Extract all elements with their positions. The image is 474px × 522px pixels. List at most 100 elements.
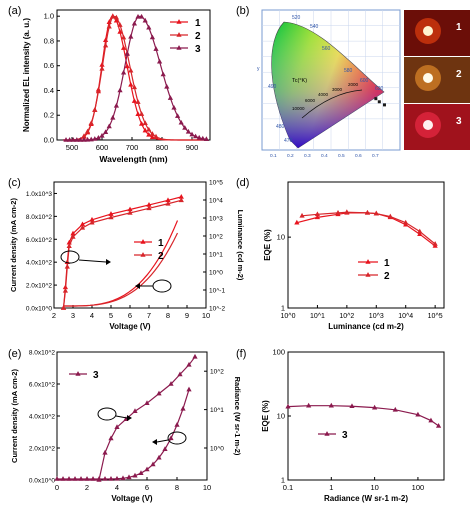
y-tick-label: 10 — [277, 412, 285, 421]
series-2-line — [301, 211, 436, 245]
series-2-point — [142, 120, 148, 126]
series-3-point — [177, 371, 183, 377]
panel-letter: (b) — [236, 5, 249, 17]
y-tick-label: 2.0x10^2 — [26, 283, 53, 290]
series-3-point — [132, 408, 138, 413]
y2-tick-label: 10^2 — [210, 369, 224, 376]
x-tick-label: 2 — [85, 483, 89, 492]
series-3-point — [106, 123, 112, 129]
annotation-ellipse — [167, 431, 187, 445]
series-3-point — [70, 137, 76, 142]
series-3-radiance-point — [138, 470, 144, 475]
x-tick-label: 10 — [370, 483, 378, 492]
series-2-jv-line — [62, 199, 182, 309]
series-3-point — [113, 102, 120, 108]
series-3-point — [174, 113, 181, 118]
series-3-point — [117, 87, 123, 93]
cie-y-label: y — [257, 66, 260, 72]
series-3-point — [110, 114, 116, 120]
series-2-point — [128, 67, 134, 73]
legend-marker — [176, 32, 182, 37]
panel-letter: (d) — [236, 177, 249, 189]
series-2-point — [89, 219, 95, 225]
wavelength-label: 540 — [310, 24, 319, 30]
series-3-point — [88, 136, 94, 142]
legend-label: 3 — [93, 370, 99, 381]
series-3-point — [435, 422, 442, 428]
series-2-point — [127, 210, 133, 215]
cie-point — [374, 97, 378, 101]
series-3-radiance-point — [54, 476, 60, 481]
series-2-point — [113, 14, 120, 20]
wavelength-label: 480 — [276, 124, 285, 130]
series-2-point — [344, 209, 350, 214]
x-tick-label: 10 — [202, 311, 210, 320]
cct-label: 6000 — [305, 98, 316, 103]
series-2-point — [314, 211, 321, 217]
x-tick-label: 6 — [128, 311, 132, 320]
x-tick-label: 8 — [175, 483, 179, 492]
x-tick-label: 9 — [185, 311, 189, 320]
series-3-radiance-point — [162, 446, 168, 451]
x-tick-label: 4 — [90, 311, 94, 320]
y2-tick-label: 10^-2 — [209, 306, 225, 313]
series-2-point — [102, 42, 109, 48]
series-3-radiance-point — [90, 476, 96, 481]
legend-marker — [140, 252, 146, 257]
x-tick-label: 7 — [147, 311, 151, 320]
series-1-point — [314, 214, 321, 220]
x-axis-label: Voltage (V) — [111, 494, 153, 503]
series-3-point — [168, 381, 174, 386]
series-2-point — [149, 131, 156, 136]
y2-tick-label: 10^5 — [209, 180, 223, 187]
series-3-radiance-point — [174, 422, 180, 427]
series-1-point — [417, 231, 423, 237]
x-tick-label: 10^2 — [339, 313, 354, 320]
series-2-point — [106, 23, 112, 29]
series-3-point — [84, 136, 91, 142]
series-2-point — [88, 120, 94, 126]
series-3-radiance-point — [72, 476, 78, 481]
series-1-point — [142, 127, 148, 133]
series-2-point — [120, 34, 127, 40]
y-tick-label: 1.0x10^3 — [26, 191, 53, 198]
cie-x-tick-label: 0.7 — [372, 153, 379, 159]
x-tick-label: 5 — [109, 311, 113, 320]
y-axis-label: Current density (mA cm-2) — [9, 198, 18, 292]
series-1-point — [124, 63, 130, 69]
y-axis-label: Current density (mA cm-2) — [10, 369, 19, 463]
cie-x-tick-label: 0.5 — [338, 153, 345, 159]
series-1-jv-line — [62, 196, 182, 309]
y2-tick-label: 10^2 — [209, 234, 223, 241]
series-3-point — [203, 136, 210, 142]
x-axis-label: Wavelength (nm) — [99, 154, 167, 164]
x-tick-label: 900 — [186, 143, 199, 152]
series-3-point — [167, 95, 174, 100]
series-3-point — [146, 24, 152, 30]
series-3-radiance-point — [132, 472, 138, 478]
cie-x-tick-label: 0.4 — [321, 153, 328, 159]
x-tick-label: 700 — [126, 143, 139, 152]
series-3-point — [178, 119, 184, 125]
series-3-radiance-point — [102, 476, 108, 481]
cie-x-tick-label: 0.2 — [287, 153, 294, 159]
y-tick-label: 0.0x10^0 — [26, 306, 53, 313]
series-2-luminance-line — [63, 232, 179, 307]
series-3-radiance-point — [114, 475, 120, 481]
series-3-point — [81, 137, 87, 142]
series-3-point — [120, 69, 127, 75]
x-tick-label: 10^5 — [428, 313, 443, 320]
series-3-radiance-point — [120, 475, 126, 481]
series-1-point — [294, 219, 300, 225]
legend-label: 3 — [342, 430, 348, 441]
legend-label: 2 — [195, 31, 201, 42]
legend-label: 1 — [384, 258, 390, 269]
legend-marker — [176, 45, 182, 50]
series-3-radiance-point — [66, 476, 72, 481]
series-3-radiance-point — [180, 405, 186, 411]
wavelength-label: 520 — [292, 15, 301, 21]
series-3-point — [124, 51, 130, 56]
annotation-arrowhead — [127, 415, 132, 421]
y-tick-label: 0.4 — [44, 86, 54, 95]
